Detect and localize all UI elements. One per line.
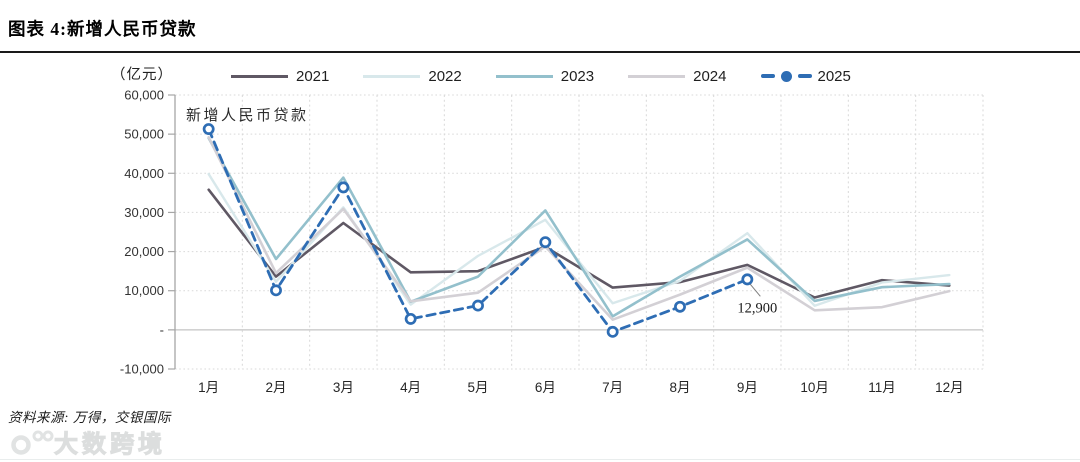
legend-line-swatch	[231, 74, 288, 78]
y-axis-label: -10,000	[120, 362, 164, 377]
x-axis-label: 11月	[868, 380, 896, 395]
x-axis-label: 7月	[602, 380, 623, 395]
legend-label: 2024	[693, 67, 727, 85]
legend-line-swatch	[495, 74, 553, 78]
x-axis-label: 12月	[935, 380, 964, 395]
legend-item-2021: 2021	[231, 68, 329, 85]
y-axis-label: 10,000	[124, 283, 164, 298]
data-point-marker	[337, 181, 350, 194]
legend-dash-swatch	[760, 74, 775, 78]
legend-label: 2021	[296, 67, 330, 85]
series-line-2025	[207, 127, 749, 334]
legend-label: 2022	[428, 67, 462, 85]
data-point-marker	[270, 284, 282, 297]
y-axis-label: 50,000	[124, 127, 164, 142]
legend-label: 2025	[817, 67, 851, 85]
x-axis-label: 8月	[669, 380, 690, 395]
annotation-leader-line	[749, 284, 761, 297]
legend-item-2025: 2025	[760, 67, 851, 85]
data-point-marker	[674, 300, 686, 313]
y-axis-label: 40,000	[124, 166, 164, 181]
x-axis-label: 6月	[535, 380, 556, 395]
y-axis-label: 20,000	[124, 244, 164, 259]
data-label-annotation: 12,900	[737, 300, 777, 316]
legend-line-swatch	[628, 74, 686, 78]
data-point-marker	[404, 312, 417, 325]
data-point-marker	[539, 236, 552, 249]
data-point-marker	[202, 123, 215, 136]
title-divider	[0, 51, 1080, 53]
legend-item-2023: 2023	[495, 67, 595, 85]
page-bottom-divider	[0, 459, 1080, 460]
data-point-marker	[472, 299, 484, 312]
data-point-marker	[741, 273, 754, 286]
series-line-2024	[207, 135, 951, 321]
legend-marker-swatch	[780, 70, 792, 82]
chart-legend: 2021 2022 2023 2024 2025	[231, 65, 851, 87]
y-axis-label: 60,000	[124, 88, 164, 103]
x-axis-label: 4月	[400, 380, 421, 395]
legend-dash-swatch	[797, 74, 812, 78]
source-line: 资料来源: 万得，交银国际	[8, 410, 171, 425]
x-axis-label: 3月	[333, 380, 354, 395]
x-axis-label: 5月	[467, 380, 488, 395]
x-axis-label: 2月	[265, 380, 286, 395]
x-axis-label: 1月	[198, 380, 219, 395]
series-line-2021	[207, 188, 951, 299]
legend-line-swatch	[363, 74, 421, 78]
y-axis-unit-label: （亿元）	[111, 67, 173, 83]
x-axis-label: 10月	[800, 380, 829, 395]
legend-item-2022: 2022	[363, 67, 462, 85]
series-line-2023	[207, 136, 951, 318]
y-axis-label: 30,000	[124, 205, 164, 220]
data-point-marker	[606, 325, 619, 338]
inplot-series-label: 新增人民币贷款	[186, 107, 309, 124]
y-axis-label: -	[160, 322, 164, 337]
legend-label: 2023	[560, 67, 595, 85]
x-axis-label: 9月	[737, 380, 758, 395]
page-title: 图表 4:新增人民币贷款	[8, 19, 197, 39]
legend-item-2024: 2024	[628, 67, 727, 85]
